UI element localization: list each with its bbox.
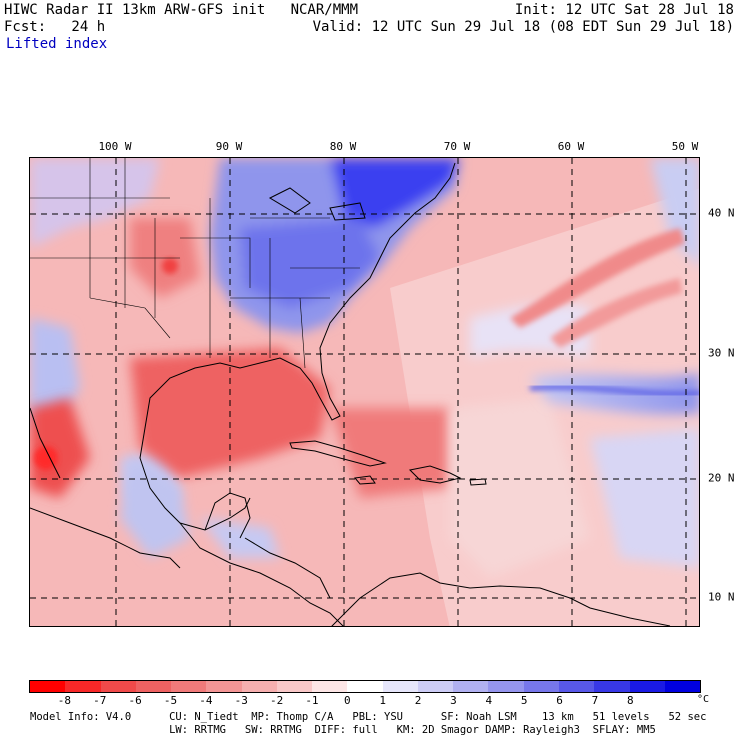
colorbar-tick-label: -7: [93, 694, 107, 707]
colorbar-segment: [417, 681, 454, 692]
colorbar-segment: [453, 681, 489, 692]
colorbar-segment: [312, 681, 348, 692]
colorbar-tick-label: 6: [556, 694, 563, 707]
caribbean-field: [120, 398, 590, 578]
colorbar-segment: [523, 681, 559, 692]
colorbar-segment: [276, 681, 313, 692]
map-svg: [30, 158, 699, 626]
forecast-hour: Fcst: 24 h: [4, 19, 106, 35]
coastlines: [30, 162, 671, 626]
plains-hotspot: [162, 258, 178, 274]
colorbar-segment: [594, 681, 630, 692]
colorbar-tick-label: 8: [626, 694, 634, 707]
field-name: Lifted index: [6, 36, 108, 52]
lat-label-30n: 30 N: [708, 346, 735, 360]
lat-label-20n: 20 N: [708, 471, 735, 485]
colorbar-tick-label: 5: [520, 694, 528, 707]
colorbar-tick-label: 2: [414, 694, 422, 707]
atlantic-warm-streaks: [510, 228, 685, 348]
colorbar-segment: [629, 681, 665, 692]
lon-label-100w: 100 W: [98, 140, 132, 153]
colorbar-tick-label: 3: [450, 694, 457, 707]
lon-label-90w: 90 W: [215, 140, 243, 153]
lon-label-80w: 80 W: [329, 140, 357, 153]
colorbar-tick-label: 4: [485, 694, 493, 707]
colorbar-tick-label: -1: [305, 694, 319, 707]
lifted-index-colorbar: [29, 680, 701, 693]
colorbar-tick-label: -2: [269, 694, 284, 707]
colorbar-tick-label: -4: [199, 694, 213, 707]
model-title: HIWC Radar II 13km ARW-GFS init NCAR/MMM: [4, 2, 359, 18]
lon-label-60w: 60 W: [557, 140, 585, 153]
colorbar-tick-label: 0: [344, 694, 351, 707]
colorbar-segment: [100, 681, 136, 692]
lat-label-10n: 10 N: [708, 590, 735, 604]
valid-time: Valid: 12 UTC Sun 29 Jul 18 (08 EDT Sun …: [312, 19, 734, 35]
graticule: [30, 158, 699, 626]
colorbar-segment: [135, 681, 172, 692]
colorbar-tick-label: -5: [163, 694, 178, 707]
colorbar-unit: °C: [697, 694, 710, 705]
mexico-hotspot: [34, 446, 58, 470]
colorbar-tick-label: -3: [234, 694, 248, 707]
lon-label-70w: 70 W: [443, 140, 471, 153]
state-borders: [30, 158, 360, 369]
colorbar-segment: [664, 681, 701, 692]
colorbar-segment: [206, 681, 242, 692]
colorbar-segment: [65, 681, 101, 692]
colorbar-segment: [241, 681, 277, 692]
colorbar-tick-label: -8: [57, 694, 71, 707]
lifted-index-map: [29, 157, 700, 627]
colorbar-segment: [347, 681, 383, 692]
colorbar-tick-label: 1: [379, 694, 386, 707]
init-time: Init: 12 UTC Sat 28 Jul 18: [514, 2, 734, 18]
colorbar-segment: [30, 681, 66, 692]
colorbar-segment: [171, 681, 207, 692]
lon-label-50w: 50 W: [671, 140, 699, 153]
colorbar-segment: [558, 681, 595, 692]
model-info-line1: Model Info: V4.0 CU: N_Tiedt MP: Thomp C…: [30, 711, 707, 723]
ne-us-stable-region: [210, 158, 460, 333]
colorbar-segment: [488, 681, 524, 692]
colorbar-tick-label: 7: [591, 694, 599, 707]
stable-band-core: [529, 384, 699, 397]
lat-label-40n: 40 N: [708, 206, 735, 220]
colorbar-segment: [382, 681, 418, 692]
colorbar-tick-label: -6: [128, 694, 142, 707]
model-info-line2: LW: RRTMG SW: RRTMG DIFF: full KM: 2D Sm…: [30, 724, 656, 736]
